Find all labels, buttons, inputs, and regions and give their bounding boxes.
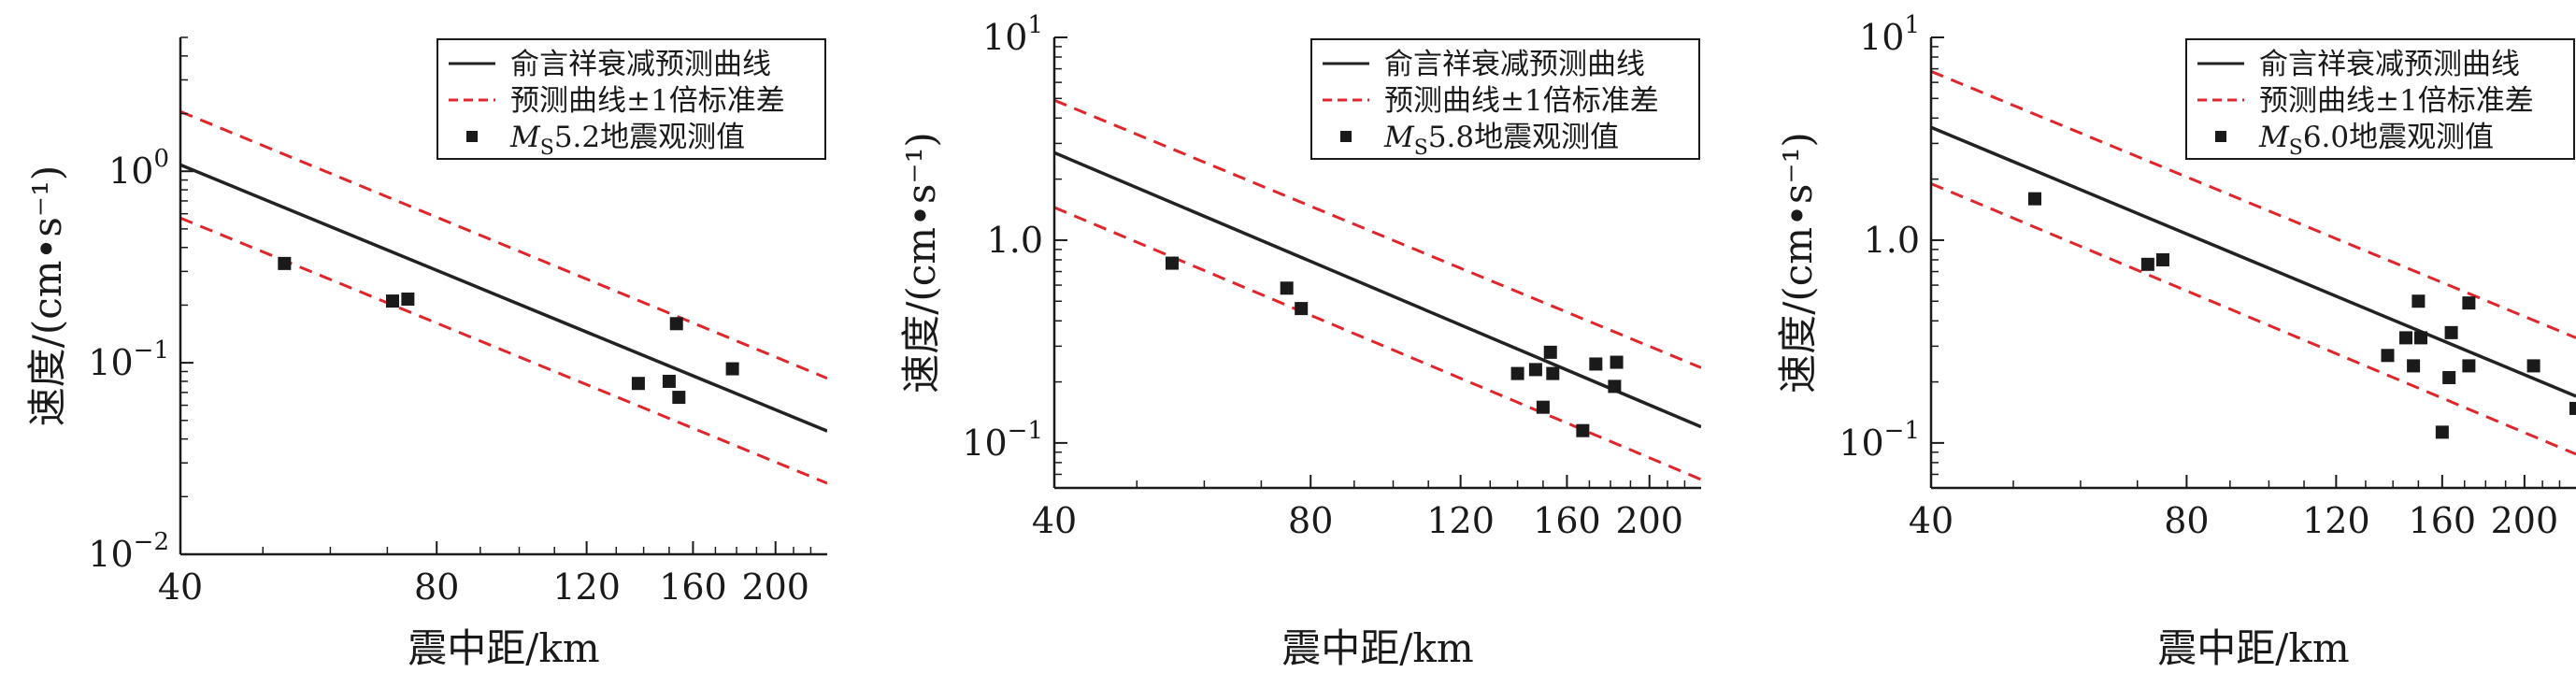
- plot-area: [180, 109, 827, 485]
- prediction-curve: [180, 163, 827, 433]
- data-point: [2028, 192, 2042, 206]
- data-point: [2442, 370, 2456, 384]
- y-tick-label: 10−1: [1839, 417, 1920, 464]
- y-tick-label: 10−2: [88, 528, 169, 575]
- legend-label: 预测曲线±1倍标准差: [1384, 84, 1659, 118]
- lower-std-curve: [180, 216, 827, 485]
- x-axis-title: 震中距/km: [1281, 625, 1473, 671]
- data-point: [2462, 296, 2476, 310]
- data-point: [725, 362, 739, 376]
- data-point: [1543, 345, 1557, 359]
- legend-box: [1310, 38, 1700, 160]
- upper-std-curve: [1931, 69, 2576, 339]
- y-tick-label: 1.0: [987, 220, 1043, 261]
- y-tick-label: 10−1: [962, 417, 1043, 464]
- plot-area: [1054, 98, 1701, 481]
- x-tick-label: 120: [1426, 500, 1495, 541]
- x-tick-label: 80: [2164, 500, 2209, 541]
- plot-area: [1931, 69, 2576, 456]
- y-tick-label: 101: [982, 11, 1043, 58]
- data-point: [2462, 359, 2476, 373]
- lower-std-curve: [1054, 206, 1701, 481]
- x-tick-label: 40: [1909, 500, 1953, 541]
- data-point: [1546, 366, 1560, 380]
- prediction-curve: [1931, 125, 2576, 398]
- data-point: [1536, 400, 1550, 414]
- chart-panel-1: 40 80 120 160 200 10−2 10−1 100 震中距/km 速度/(cm•s⁻¹…: [24, 36, 827, 671]
- x-tick-label: 120: [2302, 500, 2370, 541]
- data-point: [2140, 257, 2154, 271]
- legend-label: 预测曲线±1倍标准差: [2259, 84, 2534, 118]
- legend-box: [2185, 38, 2575, 160]
- data-point: [2411, 294, 2426, 308]
- data-point: [1510, 366, 1524, 380]
- x-axis-title: 震中距/km: [2157, 625, 2349, 671]
- data-point: [278, 256, 292, 270]
- x-tick-label: 200: [2491, 500, 2559, 541]
- legend-marker-icon: [2215, 131, 2226, 142]
- data-point: [1608, 379, 1622, 394]
- data-point: [2381, 349, 2395, 363]
- x-tick-label: 200: [741, 566, 809, 608]
- legend-label: 预测曲线±1倍标准差: [510, 84, 785, 118]
- data-point: [2155, 252, 2169, 266]
- y-tick-label: 1.0: [1864, 220, 1920, 261]
- data-point: [2399, 331, 2413, 345]
- x-tick-label: 160: [659, 566, 727, 608]
- data-point: [2526, 359, 2540, 373]
- data-point: [2407, 359, 2421, 373]
- lower-std-curve: [1931, 182, 2576, 456]
- data-point: [1576, 423, 1590, 437]
- y-tick-label: 101: [1859, 11, 1920, 58]
- legend-label: 俞言祥衰减预测曲线: [2259, 48, 2520, 81]
- legend-label: 俞言祥衰减预测曲线: [510, 48, 771, 81]
- legend-marker-icon: [466, 131, 478, 142]
- x-tick-label: 40: [158, 566, 203, 608]
- y-tick-label: 10−1: [88, 336, 169, 383]
- data-point: [386, 294, 400, 308]
- data-point: [2444, 325, 2458, 339]
- data-point: [401, 292, 415, 306]
- data-point: [662, 374, 676, 388]
- data-point: [1610, 355, 1624, 369]
- legend-label: 俞言祥衰减预测曲线: [1384, 48, 1645, 81]
- x-tick-label: 160: [2409, 500, 2477, 541]
- data-point: [1295, 302, 1309, 316]
- data-point: [1589, 357, 1603, 371]
- legend-label: MS5.2地震观测值: [509, 121, 745, 160]
- data-point: [631, 377, 645, 391]
- data-point: [2435, 425, 2449, 439]
- upper-std-curve: [1054, 98, 1701, 369]
- legend-label: MS6.0地震观测值: [2258, 121, 2494, 160]
- x-tick-label: 120: [552, 566, 621, 608]
- upper-std-curve: [180, 109, 827, 380]
- x-tick-label: 200: [1615, 500, 1683, 541]
- x-tick-label: 80: [1288, 500, 1333, 541]
- legend-box: [436, 38, 826, 160]
- y-axis-title: 速度/(cm•s⁻¹): [24, 165, 70, 427]
- prediction-curve: [1054, 150, 1701, 429]
- data-point: [669, 317, 683, 331]
- data-point: [1528, 363, 1542, 377]
- y-axis-title: 速度/(cm•s⁻¹): [1775, 132, 1821, 394]
- data-point: [2414, 331, 2428, 345]
- data-point: [2569, 401, 2576, 415]
- data-point: [1280, 281, 1294, 295]
- chart-panel-3: 40 80 120 160 200 10−1 1.0 101 震中距/km 速度/(cm•s⁻¹)…: [1775, 11, 2576, 671]
- y-tick-label: 100: [108, 145, 169, 192]
- x-tick-label: 160: [1533, 500, 1601, 541]
- data-point: [1165, 256, 1179, 270]
- data-point: [672, 391, 686, 405]
- legend-marker-icon: [1340, 131, 1352, 142]
- y-axis-title: 速度/(cm•s⁻¹): [898, 132, 944, 394]
- chart-panel-2: 40 80 120 160 200 10−1 1.0 101 震中距/km 速度/(cm•s⁻¹)…: [898, 11, 1701, 671]
- x-tick-label: 80: [414, 566, 459, 608]
- x-axis-title: 震中距/km: [408, 625, 599, 671]
- legend-label: MS5.8地震观测值: [1383, 121, 1619, 160]
- x-tick-label: 40: [1032, 500, 1077, 541]
